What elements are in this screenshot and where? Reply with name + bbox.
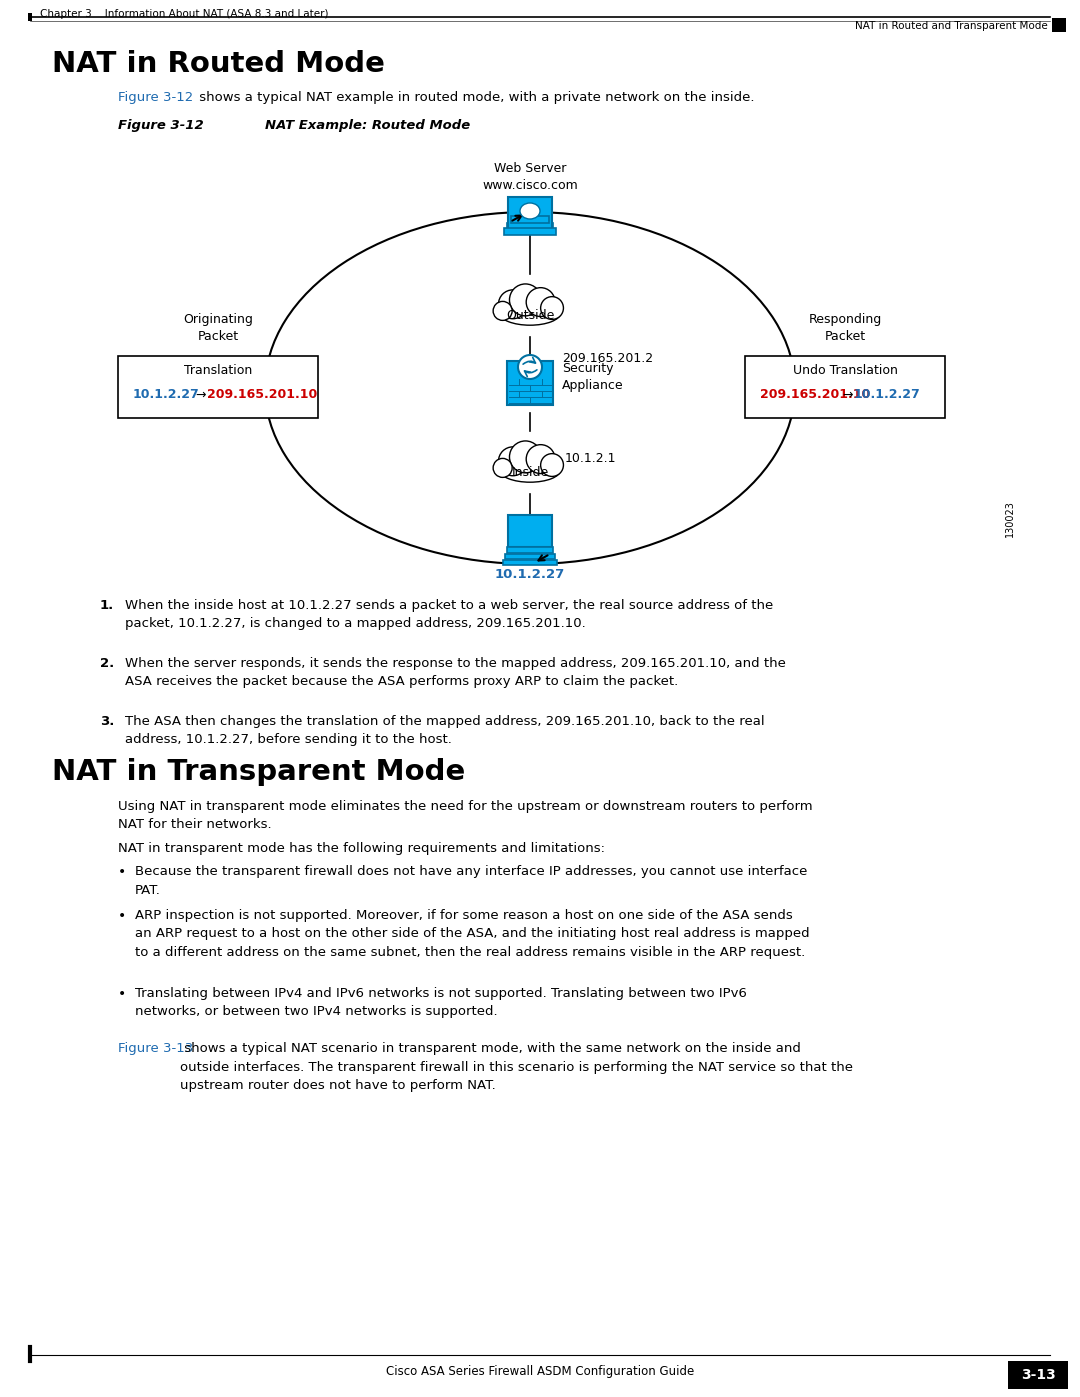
Text: Undo Translation: Undo Translation bbox=[793, 365, 897, 377]
Text: →: → bbox=[842, 388, 852, 401]
FancyBboxPatch shape bbox=[1008, 1361, 1068, 1389]
Text: •: • bbox=[118, 865, 126, 879]
Text: shows a typical NAT scenario in transparent mode, with the same network on the i: shows a typical NAT scenario in transpar… bbox=[180, 1042, 853, 1092]
Text: Security
Appliance: Security Appliance bbox=[562, 362, 623, 393]
Text: Figure 3-12: Figure 3-12 bbox=[118, 119, 204, 131]
FancyBboxPatch shape bbox=[118, 356, 318, 418]
Circle shape bbox=[494, 302, 512, 320]
FancyBboxPatch shape bbox=[504, 228, 556, 235]
Circle shape bbox=[526, 444, 555, 474]
Circle shape bbox=[510, 441, 541, 472]
Text: When the inside host at 10.1.2.27 sends a packet to a web server, the real sourc: When the inside host at 10.1.2.27 sends … bbox=[125, 599, 773, 630]
Circle shape bbox=[541, 296, 564, 320]
Circle shape bbox=[499, 447, 527, 476]
Text: 209.165.201.10: 209.165.201.10 bbox=[207, 388, 318, 401]
Circle shape bbox=[526, 288, 555, 317]
Text: Inside: Inside bbox=[511, 465, 549, 479]
FancyBboxPatch shape bbox=[507, 548, 553, 553]
Text: Originating
Packet: Originating Packet bbox=[184, 313, 253, 344]
Text: Figure 3-13: Figure 3-13 bbox=[118, 1042, 193, 1055]
Text: 1.: 1. bbox=[100, 599, 114, 612]
Circle shape bbox=[499, 289, 527, 319]
Text: 3-13: 3-13 bbox=[1021, 1368, 1055, 1382]
Text: 3.: 3. bbox=[100, 715, 114, 728]
Text: Outside: Outside bbox=[505, 309, 554, 321]
Text: •: • bbox=[118, 988, 126, 1002]
FancyBboxPatch shape bbox=[28, 13, 32, 21]
Text: When the server responds, it sends the response to the mapped address, 209.165.2: When the server responds, it sends the r… bbox=[125, 657, 786, 687]
Text: 10.1.2.27: 10.1.2.27 bbox=[495, 567, 565, 581]
Text: →: → bbox=[195, 388, 205, 401]
FancyBboxPatch shape bbox=[507, 360, 553, 405]
Circle shape bbox=[541, 454, 564, 476]
Text: shows a typical NAT example in routed mode, with a private network on the inside: shows a typical NAT example in routed mo… bbox=[195, 91, 755, 103]
Text: NAT in transparent mode has the following requirements and limitations:: NAT in transparent mode has the followin… bbox=[118, 842, 605, 855]
Text: Using NAT in transparent mode eliminates the need for the upstream or downstream: Using NAT in transparent mode eliminates… bbox=[118, 800, 812, 831]
FancyBboxPatch shape bbox=[508, 197, 552, 233]
Text: 130023: 130023 bbox=[1005, 500, 1015, 538]
Text: •: • bbox=[118, 909, 126, 923]
Text: Responding
Packet: Responding Packet bbox=[808, 313, 881, 344]
Text: Because the transparent firewall does not have any interface IP addresses, you c: Because the transparent firewall does no… bbox=[135, 865, 808, 897]
Text: Web Server
www.cisco.com: Web Server www.cisco.com bbox=[482, 162, 578, 191]
FancyBboxPatch shape bbox=[507, 224, 553, 229]
Text: 10.1.2.27: 10.1.2.27 bbox=[854, 388, 921, 401]
Ellipse shape bbox=[500, 300, 561, 326]
Text: Translation: Translation bbox=[184, 365, 252, 377]
FancyBboxPatch shape bbox=[503, 560, 557, 564]
Text: Cisco ASA Series Firewall ASDM Configuration Guide: Cisco ASA Series Firewall ASDM Configura… bbox=[386, 1365, 694, 1377]
Text: Translating between IPv4 and IPv6 networks is not supported. Translating between: Translating between IPv4 and IPv6 networ… bbox=[135, 988, 747, 1018]
Text: ARP inspection is not supported. Moreover, if for some reason a host on one side: ARP inspection is not supported. Moreove… bbox=[135, 909, 810, 958]
FancyBboxPatch shape bbox=[745, 356, 945, 418]
Text: Chapter 3    Information About NAT (ASA 8.3 and Later): Chapter 3 Information About NAT (ASA 8.3… bbox=[40, 8, 328, 20]
Circle shape bbox=[494, 458, 512, 478]
Ellipse shape bbox=[500, 458, 561, 482]
Text: NAT in Transparent Mode: NAT in Transparent Mode bbox=[52, 759, 465, 787]
Text: NAT Example: Routed Mode: NAT Example: Routed Mode bbox=[265, 119, 470, 131]
Text: 10.1.2.1: 10.1.2.1 bbox=[565, 453, 617, 465]
FancyBboxPatch shape bbox=[511, 215, 549, 222]
Ellipse shape bbox=[519, 203, 540, 219]
FancyBboxPatch shape bbox=[1052, 18, 1066, 32]
Circle shape bbox=[510, 284, 541, 316]
Text: 209.165.201.10: 209.165.201.10 bbox=[760, 388, 870, 401]
Text: NAT in Routed and Transparent Mode: NAT in Routed and Transparent Mode bbox=[855, 21, 1048, 31]
Text: The ASA then changes the translation of the mapped address, 209.165.201.10, back: The ASA then changes the translation of … bbox=[125, 715, 765, 746]
FancyBboxPatch shape bbox=[508, 515, 552, 548]
Circle shape bbox=[518, 355, 542, 379]
Text: NAT in Routed Mode: NAT in Routed Mode bbox=[52, 50, 384, 78]
Text: 2.: 2. bbox=[100, 657, 114, 671]
FancyBboxPatch shape bbox=[505, 555, 555, 559]
Text: 209.165.201.2: 209.165.201.2 bbox=[562, 352, 653, 366]
Text: 10.1.2.27: 10.1.2.27 bbox=[133, 388, 200, 401]
Text: Figure 3-12: Figure 3-12 bbox=[118, 91, 193, 103]
